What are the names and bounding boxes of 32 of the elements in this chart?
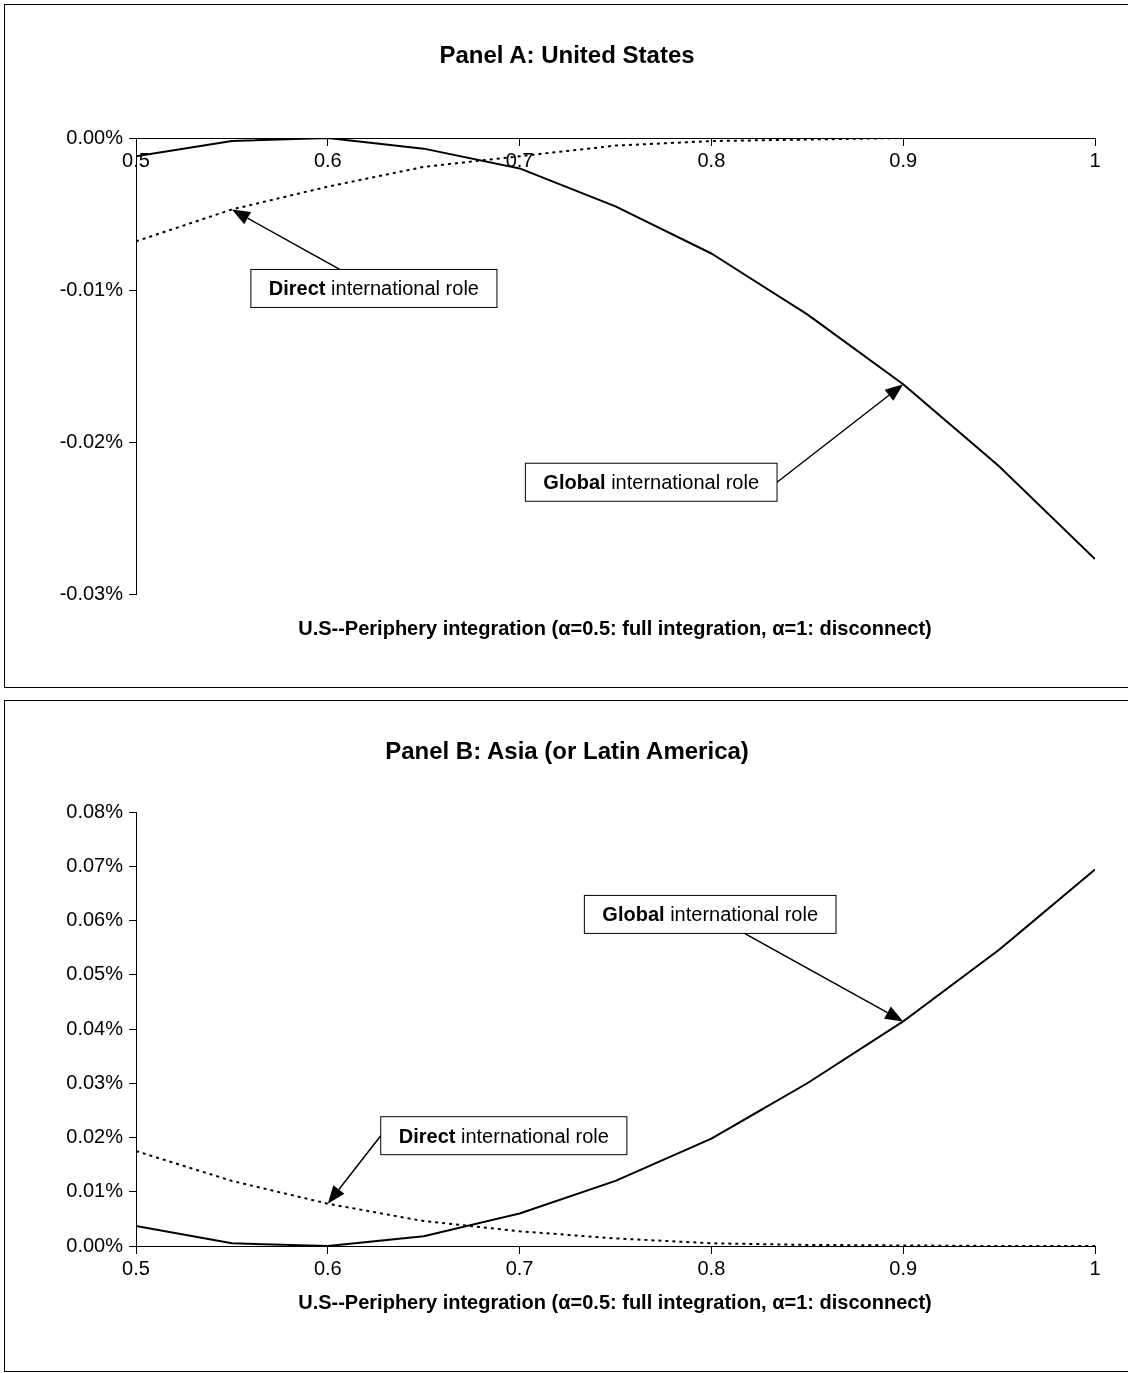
y-tick-label: 0.06% [66,908,124,931]
y-tick-label: 0.07% [66,853,124,876]
x-axis-title: U.S--Periphery integration (α=0.5: full integration, α=1: disconnect) [297,617,933,640]
x-tick-label: 0.9 [889,148,918,171]
chart-title: Panel A: United States [438,41,696,69]
x-tick-label: 0.8 [697,148,726,171]
y-tick-label: 0.02% [66,1125,124,1148]
x-tick-label: 1 [1089,148,1101,171]
annotation: Global international role [602,903,819,926]
annotation: Global international role [543,471,760,494]
y-tick-label: 0.00% [66,125,124,148]
x-tick-label: 0.9 [889,1256,918,1279]
x-tick-label: 0.7 [505,148,534,171]
y-tick-label: -0.01% [59,277,124,300]
x-tick-label: 0.8 [697,1256,726,1279]
y-tick-label: -0.03% [59,581,124,604]
x-tick-label: 0.5 [122,1256,150,1279]
x-tick-label: 0.6 [313,1256,342,1279]
y-tick-label: 0.03% [66,1070,124,1093]
y-tick-label: -0.02% [59,429,124,452]
y-tick-label: 0.01% [66,1179,124,1202]
y-tick-label: 0.00% [66,1233,124,1256]
x-tick-label: 1 [1089,1256,1101,1279]
chart-title: Panel B: Asia (or Latin America) [384,737,750,765]
y-tick-label: 0.08% [66,799,124,822]
x-tick-label: 0.7 [505,1256,534,1279]
y-tick-label: 0.04% [66,1016,124,1039]
x-tick-label: 0.6 [313,148,342,171]
x-axis-title: U.S--Periphery integration (α=0.5: full integration, α=1: disconnect) [297,1291,933,1314]
y-tick-label: 0.05% [66,962,124,985]
annotation: Direct international role [398,1124,609,1147]
annotation: Direct international role [268,277,479,300]
